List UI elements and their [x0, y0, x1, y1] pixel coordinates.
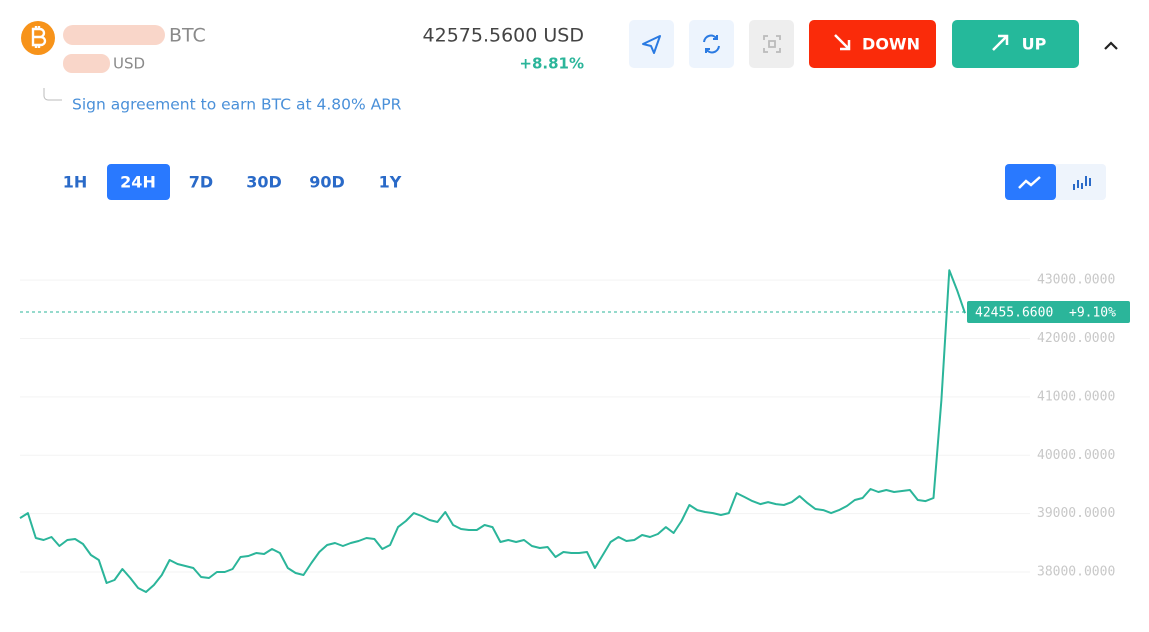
y-tick-label: 41000.0000 [1037, 389, 1115, 404]
collapse-button[interactable] [1104, 41, 1118, 50]
refresh-button[interactable] [689, 20, 734, 68]
qr-button[interactable] [749, 20, 794, 68]
current-price-badge [967, 300, 1130, 323]
down-button[interactable]: DOWN [809, 20, 936, 68]
period-tab[interactable]: 1H [63, 173, 88, 192]
period-label: 1H [63, 173, 88, 192]
down-label: DOWN [862, 35, 920, 54]
change: +8.81% [519, 55, 584, 73]
candle-chart-button[interactable] [1073, 176, 1091, 190]
up-button[interactable]: UP [952, 20, 1079, 68]
up-label: UP [1022, 35, 1047, 54]
period-label: 90D [309, 173, 345, 192]
y-tick-label: 38000.0000 [1037, 565, 1115, 580]
period-label: 24H [120, 173, 156, 192]
line-icon [1018, 176, 1041, 189]
period-label: 7D [189, 173, 213, 192]
period-tab[interactable]: 1Y [379, 173, 402, 192]
period-tabs: 1H 24H 7D 30D 90D 1Y [63, 164, 402, 200]
price-line [19, 269, 966, 593]
period-label: 1Y [379, 173, 402, 192]
period-active-bg [107, 164, 170, 200]
price: 42575.5600 USD [423, 25, 584, 47]
redacted-name [63, 25, 165, 45]
quote-currency: USD [113, 55, 145, 73]
period-tab[interactable]: 24H [107, 164, 170, 200]
y-tick-label: 43000.0000 [1037, 273, 1115, 288]
period-label: 30D [246, 173, 282, 192]
current-change-label: +9.10% [1069, 305, 1116, 320]
period-tab[interactable]: 7D [189, 173, 213, 192]
y-tick-label: 39000.0000 [1037, 506, 1115, 521]
agreement-link[interactable]: Sign agreement to earn BTC at 4.80% APR [72, 96, 402, 114]
period-tab[interactable]: 90D [309, 173, 345, 192]
price-chart: 38000.0000 39000.0000 40000.0000 41000.0000… [19, 269, 1130, 593]
btc-glyph [31, 26, 47, 48]
y-tick-label: 42000.0000 [1037, 331, 1115, 346]
note-bracket [43, 88, 62, 101]
current-price-label: 42455.6600 [975, 305, 1053, 320]
y-tick-label: 40000.0000 [1037, 448, 1115, 463]
share-button[interactable] [629, 20, 674, 68]
base-currency: BTC [169, 25, 206, 47]
period-tab[interactable]: 30D [246, 173, 282, 192]
chart-type-toggle [1005, 164, 1106, 200]
redacted-name [63, 54, 110, 73]
line-chart-button[interactable] [1005, 164, 1056, 200]
